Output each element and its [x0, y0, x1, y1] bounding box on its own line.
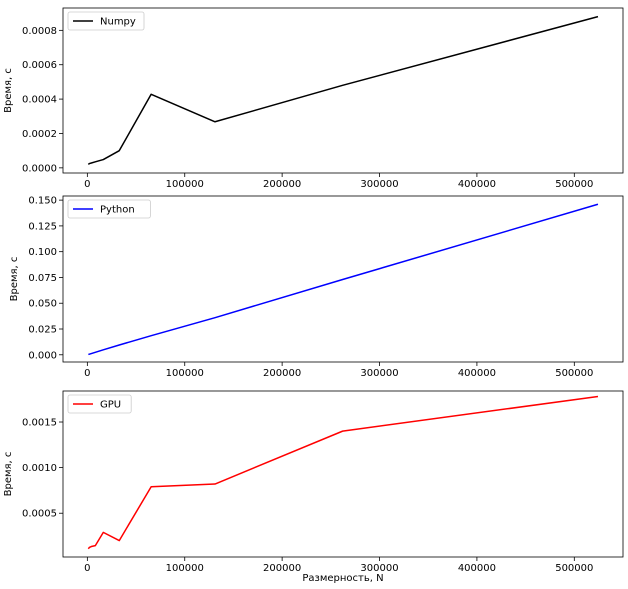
- axes-frame: [62, 390, 624, 558]
- x-tick-label: 400000: [458, 368, 496, 379]
- y-tick-label: 0.025: [28, 325, 57, 336]
- y-axis-label: Время, с: [3, 452, 14, 497]
- legend-box: [67, 199, 151, 219]
- x-tick-label: 300000: [360, 179, 398, 190]
- legend-label: Python: [100, 205, 135, 216]
- x-tick-label: 100000: [166, 563, 204, 574]
- x-tick-label: 200000: [263, 179, 301, 190]
- axes-frame: [62, 195, 624, 363]
- x-tick-label: 500000: [555, 563, 593, 574]
- y-tick-label: 0.125: [28, 221, 57, 232]
- chart-panel-2: 0 100000 200000 300000 400000 500000 0.000 0.02…: [9, 195, 624, 379]
- y-axis-label: Время, с: [3, 68, 14, 113]
- y-tick-label: 0.0002: [22, 129, 57, 140]
- y-tick-label: 0.0000: [22, 163, 57, 174]
- x-tick-label: 400000: [458, 179, 496, 190]
- y-tick-label: 0.0015: [22, 418, 57, 429]
- x-tick-label: 400000: [458, 563, 496, 574]
- x-tick-label: 0: [84, 368, 90, 379]
- x-tick-label: 0: [84, 179, 90, 190]
- legend-box: [67, 11, 145, 31]
- chart-panel-1: 0 100000 200000 300000 400000 500000 0.0000 0.0…: [3, 7, 624, 190]
- x-tick-label: 300000: [360, 563, 398, 574]
- axes-frame: [62, 7, 624, 174]
- x-tick-label: 300000: [360, 368, 398, 379]
- y-tick-label: 0.0010: [22, 463, 57, 474]
- x-tick-label: 100000: [166, 368, 204, 379]
- y-tick-label: 0.000: [28, 350, 57, 361]
- x-tick-label: 100000: [166, 179, 204, 190]
- y-tick-label: 0.100: [28, 247, 57, 258]
- y-tick-label: 0.0005: [22, 509, 57, 520]
- y-tick-label: 0.0008: [22, 26, 57, 37]
- series-line-python: [88, 203, 599, 356]
- legend-label: GPU: [100, 400, 121, 411]
- x-axis-label: Размерность, N: [302, 573, 383, 584]
- chart-panel-3: 0 100000 200000 300000 400000 500000 0.0005 0.0…: [3, 390, 624, 584]
- series-line-gpu: [87, 395, 599, 550]
- series-line-numpy: [87, 15, 599, 165]
- y-tick-label: 0.150: [28, 196, 57, 207]
- y-tick-label: 0.0006: [22, 60, 57, 71]
- legend-label: Numpy: [100, 17, 136, 28]
- y-axis-label: Время, с: [9, 257, 20, 302]
- y-tick-label: 0.050: [28, 299, 57, 310]
- x-tick-label: 500000: [555, 368, 593, 379]
- x-tick-label: 0: [84, 563, 90, 574]
- legend-box: [67, 394, 132, 414]
- y-tick-label: 0.075: [28, 273, 57, 284]
- x-tick-label: 200000: [263, 368, 301, 379]
- x-tick-label: 200000: [263, 563, 301, 574]
- y-tick-label: 0.0004: [22, 95, 57, 106]
- x-tick-label: 500000: [555, 179, 593, 190]
